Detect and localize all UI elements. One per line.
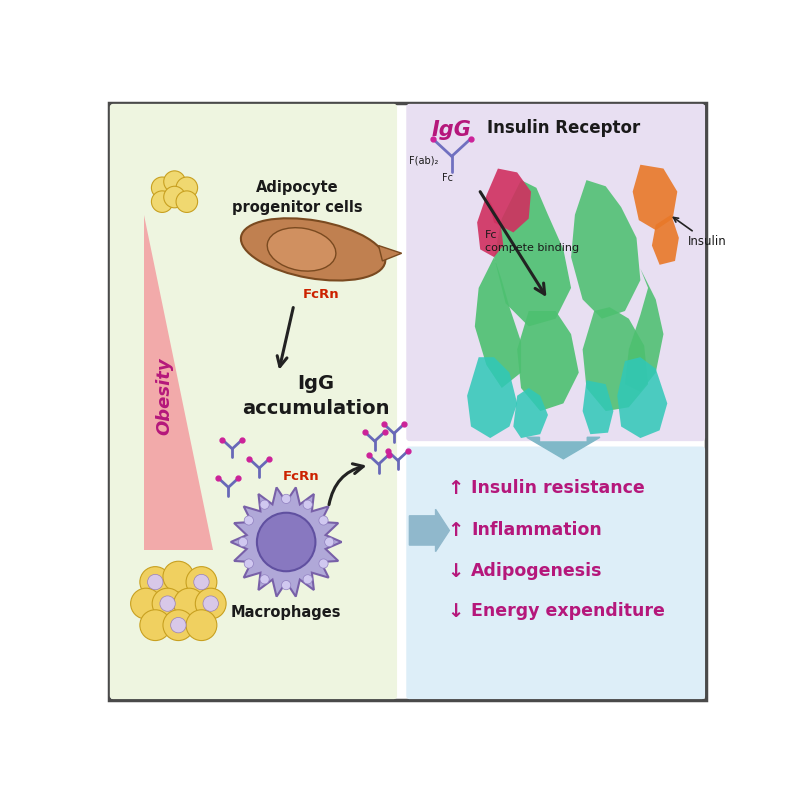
- Polygon shape: [583, 380, 614, 434]
- Circle shape: [164, 171, 185, 192]
- Circle shape: [176, 191, 198, 212]
- Polygon shape: [475, 257, 521, 388]
- Text: Fc
compete binding: Fc compete binding: [485, 230, 579, 254]
- Text: FcRn: FcRn: [283, 470, 320, 483]
- FancyBboxPatch shape: [406, 104, 705, 441]
- Text: Macrophages: Macrophages: [231, 605, 341, 620]
- Circle shape: [324, 537, 334, 547]
- Polygon shape: [617, 357, 667, 438]
- Circle shape: [281, 580, 291, 590]
- Polygon shape: [518, 311, 579, 411]
- Circle shape: [140, 567, 171, 597]
- Circle shape: [244, 516, 254, 525]
- Circle shape: [257, 513, 316, 572]
- Text: Insulin: Insulin: [673, 218, 727, 248]
- Circle shape: [238, 537, 248, 547]
- Circle shape: [281, 494, 291, 503]
- Circle shape: [163, 561, 194, 592]
- Circle shape: [244, 559, 254, 568]
- Circle shape: [303, 500, 312, 510]
- Circle shape: [319, 516, 328, 525]
- Text: IgG: IgG: [432, 120, 471, 140]
- Text: Obesity: Obesity: [156, 357, 173, 435]
- Text: ↑: ↑: [448, 479, 463, 498]
- Circle shape: [148, 574, 163, 590]
- Circle shape: [196, 588, 226, 619]
- Polygon shape: [231, 487, 342, 596]
- Polygon shape: [144, 215, 213, 549]
- Polygon shape: [571, 180, 640, 319]
- Circle shape: [164, 186, 185, 207]
- Polygon shape: [494, 180, 571, 327]
- Polygon shape: [467, 357, 518, 438]
- FancyBboxPatch shape: [109, 103, 706, 700]
- Text: Adipocyte
progenitor cells: Adipocyte progenitor cells: [232, 180, 363, 215]
- Text: IgG
accumulation: IgG accumulation: [242, 374, 390, 417]
- Circle shape: [186, 567, 217, 597]
- Ellipse shape: [241, 219, 386, 281]
- Polygon shape: [477, 196, 503, 257]
- Circle shape: [319, 559, 328, 568]
- Polygon shape: [652, 215, 679, 265]
- Text: FcRn: FcRn: [303, 288, 339, 301]
- Circle shape: [163, 610, 194, 641]
- Circle shape: [203, 596, 219, 611]
- Circle shape: [194, 574, 209, 590]
- Text: ↑: ↑: [448, 521, 463, 540]
- Ellipse shape: [267, 227, 335, 271]
- Circle shape: [171, 618, 186, 633]
- Circle shape: [152, 588, 183, 619]
- Circle shape: [140, 610, 171, 641]
- Circle shape: [130, 588, 161, 619]
- Text: ↓: ↓: [448, 562, 463, 581]
- FancyArrow shape: [409, 510, 449, 552]
- Circle shape: [160, 596, 175, 611]
- Text: Inflammation: Inflammation: [471, 522, 602, 540]
- Text: Insulin resistance: Insulin resistance: [471, 479, 645, 497]
- Circle shape: [303, 575, 312, 584]
- Polygon shape: [487, 169, 531, 232]
- Text: Adipogenesis: Adipogenesis: [471, 562, 603, 580]
- Text: Insulin Receptor: Insulin Receptor: [487, 118, 640, 137]
- Circle shape: [186, 610, 217, 641]
- Polygon shape: [625, 269, 664, 392]
- Text: F(ab)₂: F(ab)₂: [409, 156, 439, 166]
- FancyArrow shape: [527, 437, 600, 459]
- Polygon shape: [378, 246, 401, 261]
- Polygon shape: [633, 165, 677, 230]
- Circle shape: [174, 588, 204, 619]
- Polygon shape: [583, 307, 648, 411]
- Circle shape: [176, 177, 198, 199]
- FancyBboxPatch shape: [406, 447, 705, 699]
- Text: Fc: Fc: [442, 173, 453, 183]
- Circle shape: [151, 191, 173, 212]
- Circle shape: [151, 177, 173, 199]
- Polygon shape: [514, 388, 548, 438]
- FancyBboxPatch shape: [110, 104, 397, 699]
- Text: ↓: ↓: [448, 602, 463, 621]
- Text: Energy expenditure: Energy expenditure: [471, 603, 665, 620]
- Circle shape: [260, 500, 270, 510]
- Circle shape: [260, 575, 270, 584]
